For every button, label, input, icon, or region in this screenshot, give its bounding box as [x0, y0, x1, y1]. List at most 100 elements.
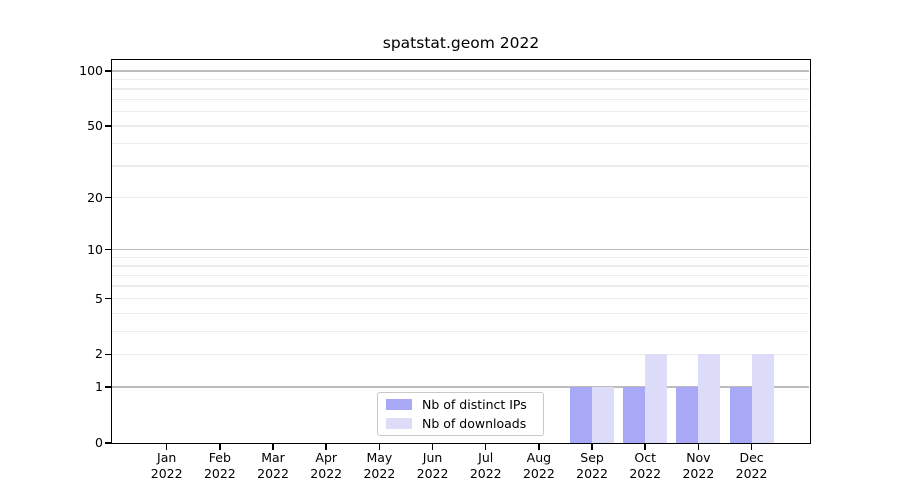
y-tick-mark — [105, 196, 111, 199]
x-tick-mark — [219, 444, 221, 450]
x-tick-label-month: May — [366, 450, 393, 465]
x-tick-label: Oct 2022 — [613, 450, 677, 482]
x-tick-mark — [484, 444, 487, 450]
x-tick-label-month: Apr — [315, 450, 338, 465]
x-tick-label: Nov 2022 — [666, 450, 730, 482]
x-tick-label-year: 2022 — [735, 466, 768, 481]
y-tick-mark — [105, 297, 111, 300]
y-tick-label: 0 — [95, 435, 103, 450]
x-tick-label: Jun 2022 — [401, 450, 465, 482]
x-tick-label-month: Aug — [526, 450, 552, 465]
x-tick-label-month: Jun — [422, 450, 443, 465]
x-tick-label-month: Jan — [157, 450, 177, 465]
gridline-minor — [112, 88, 809, 90]
gridline-minor — [112, 330, 809, 332]
y-tick-label: 2 — [95, 346, 103, 362]
gridline-minor — [112, 165, 809, 167]
gridline-minor — [112, 142, 809, 145]
legend-entry-distinct-ips: Nb of distinct IPs — [386, 397, 543, 412]
bar-distinct-ips — [676, 387, 699, 443]
y-tick-label: 20 — [87, 189, 103, 205]
x-tick-label-year: 2022 — [682, 466, 715, 481]
bar-downloads — [645, 354, 668, 443]
x-tick-mark — [697, 444, 700, 450]
y-tick-label: 10 — [87, 241, 103, 257]
legend-label: Nb of distinct IPs — [422, 397, 527, 412]
gridline-minor — [112, 274, 809, 277]
x-tick-label: Sep 2022 — [560, 450, 624, 482]
x-tick-label: Dec 2022 — [720, 450, 784, 482]
bar-downloads — [751, 354, 774, 443]
legend-entry-downloads: Nb of downloads — [386, 416, 543, 431]
gridline-major — [112, 248, 809, 251]
x-tick-label: Feb 2022 — [188, 450, 252, 482]
x-tick-label-year: 2022 — [522, 466, 555, 481]
gridline-minor — [112, 256, 809, 259]
x-tick-label: Mar 2022 — [241, 450, 305, 482]
x-tick-mark — [325, 444, 327, 450]
y-tick-mark — [105, 70, 111, 72]
x-tick-label: May 2022 — [347, 450, 411, 482]
gridline-minor — [112, 196, 809, 199]
gridline-minor — [112, 297, 809, 300]
x-tick-label-year: 2022 — [150, 466, 183, 481]
x-tick-mark — [272, 444, 274, 450]
x-tick-mark — [644, 444, 646, 450]
x-tick-label: Aug 2022 — [507, 450, 571, 482]
x-tick-label-year: 2022 — [469, 466, 502, 481]
gridline-major — [112, 70, 809, 72]
legend-swatch — [386, 418, 412, 429]
gridline-minor — [112, 353, 809, 356]
y-tick-mark — [105, 353, 111, 356]
y-tick-mark — [105, 248, 111, 251]
gridline-minor — [112, 125, 809, 127]
bar-downloads — [698, 354, 721, 443]
plot-area — [112, 60, 809, 443]
x-tick-label-year: 2022 — [203, 466, 236, 481]
x-tick-label-month: Oct — [634, 450, 657, 465]
bar-distinct-ips — [729, 387, 752, 443]
legend: Nb of distinct IPs Nb of downloads — [377, 392, 544, 436]
x-tick-label-month: Nov — [686, 450, 711, 465]
y-tick-label: 5 — [95, 290, 103, 306]
legend-label: Nb of downloads — [422, 416, 527, 431]
x-tick-label-month: Feb — [208, 450, 231, 465]
y-tick-mark — [105, 442, 111, 444]
bar-downloads — [592, 387, 615, 443]
x-tick-label: Apr 2022 — [294, 450, 358, 482]
x-tick-label: Jul 2022 — [454, 450, 518, 482]
x-tick-label-month: Sep — [580, 450, 604, 465]
y-tick-mark — [105, 125, 111, 127]
x-tick-mark — [378, 444, 381, 450]
x-tick-label-year: 2022 — [310, 466, 343, 481]
x-tick-mark — [591, 444, 593, 450]
bar-distinct-ips — [623, 387, 646, 443]
y-tick-label: 50 — [87, 118, 103, 134]
bar-distinct-ips — [570, 387, 593, 443]
x-tick-mark — [165, 444, 168, 450]
gridline-minor — [112, 265, 809, 267]
x-tick-mark — [750, 444, 753, 450]
y-tick-mark — [105, 386, 111, 388]
x-tick-label-year: 2022 — [629, 466, 662, 481]
x-tick-label: Jan 2022 — [135, 450, 199, 482]
x-tick-mark — [538, 444, 540, 450]
gridline-minor — [112, 98, 809, 101]
gridline-minor — [112, 78, 809, 81]
y-tick-label: 100 — [79, 63, 103, 78]
gridline-minor — [112, 110, 809, 113]
x-tick-label-year: 2022 — [416, 466, 449, 481]
x-tick-label-month: Jul — [478, 450, 494, 465]
chart-title: spatstat.geom 2022 — [382, 34, 540, 52]
gridline-minor — [112, 312, 809, 315]
gridline-minor — [112, 285, 809, 287]
x-tick-label-year: 2022 — [363, 466, 396, 481]
legend-swatch — [386, 399, 412, 410]
x-tick-label-year: 2022 — [576, 466, 608, 481]
x-tick-label-month: Dec — [739, 450, 764, 465]
x-tick-label-year: 2022 — [257, 466, 289, 481]
x-tick-label-month: Mar — [261, 450, 285, 465]
y-tick-label: 1 — [95, 379, 103, 395]
gridline-major — [112, 386, 809, 388]
